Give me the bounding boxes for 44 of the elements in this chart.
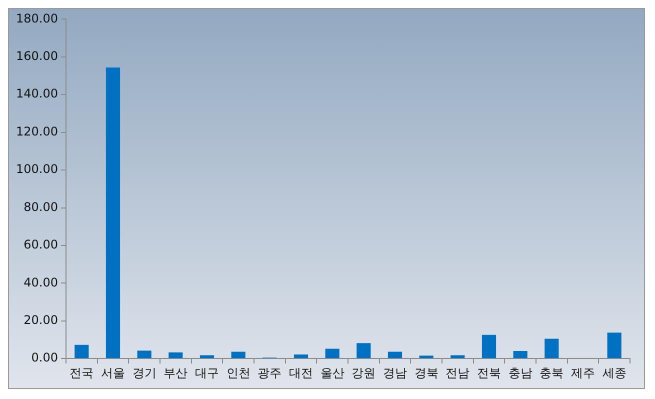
x-tick-label: 서울 [100,366,125,380]
bar [607,332,622,358]
x-tick-label: 충북 [540,366,564,380]
x-tick-label: 제주 [571,366,595,380]
x-tick-label: 대전 [288,366,313,380]
y-tick-label: 120.00 [16,124,58,138]
bar [419,356,434,358]
bar [74,344,89,358]
x-tick-label: 전북 [476,366,501,380]
bar [231,352,246,358]
x-tick-label: 경북 [414,366,438,380]
x-tick-label: 경기 [132,366,156,380]
x-tick-label: 전국 [70,366,94,380]
x-tick-label: 부산 [164,366,188,380]
y-tick-label: 140.00 [16,86,58,101]
y-tick-label: 160.00 [16,49,58,64]
bar [513,351,528,358]
bar [168,352,183,358]
bar [388,352,402,358]
y-tick-label: 0.00 [31,350,58,365]
y-tick-label: 40.00 [24,275,58,290]
x-tick-label: 울산 [320,366,344,380]
bar [325,348,340,358]
bar [356,343,371,358]
bar [200,355,214,358]
bar [294,354,308,358]
bar [450,355,465,358]
y-tick-label: 80.00 [24,200,58,214]
x-tick-label: 충남 [508,366,532,380]
x-tick-label: 인천 [226,366,250,380]
x-tick-label: 세종 [602,366,626,380]
bar [544,338,559,358]
x-tick-label: 대구 [194,366,219,380]
bar [137,350,152,358]
bar [482,334,496,358]
x-tick-label: 경남 [382,366,407,380]
x-tick-label: 전남 [446,366,470,380]
y-tick-label: 60.00 [24,238,58,252]
y-tick-label: 20.00 [24,313,58,328]
x-tick-label: 강원 [352,366,376,380]
bar [106,67,120,358]
x-tick-label: 광주 [258,366,282,380]
y-tick-label: 100.00 [16,162,58,176]
y-tick-label: 180.00 [16,11,58,26]
